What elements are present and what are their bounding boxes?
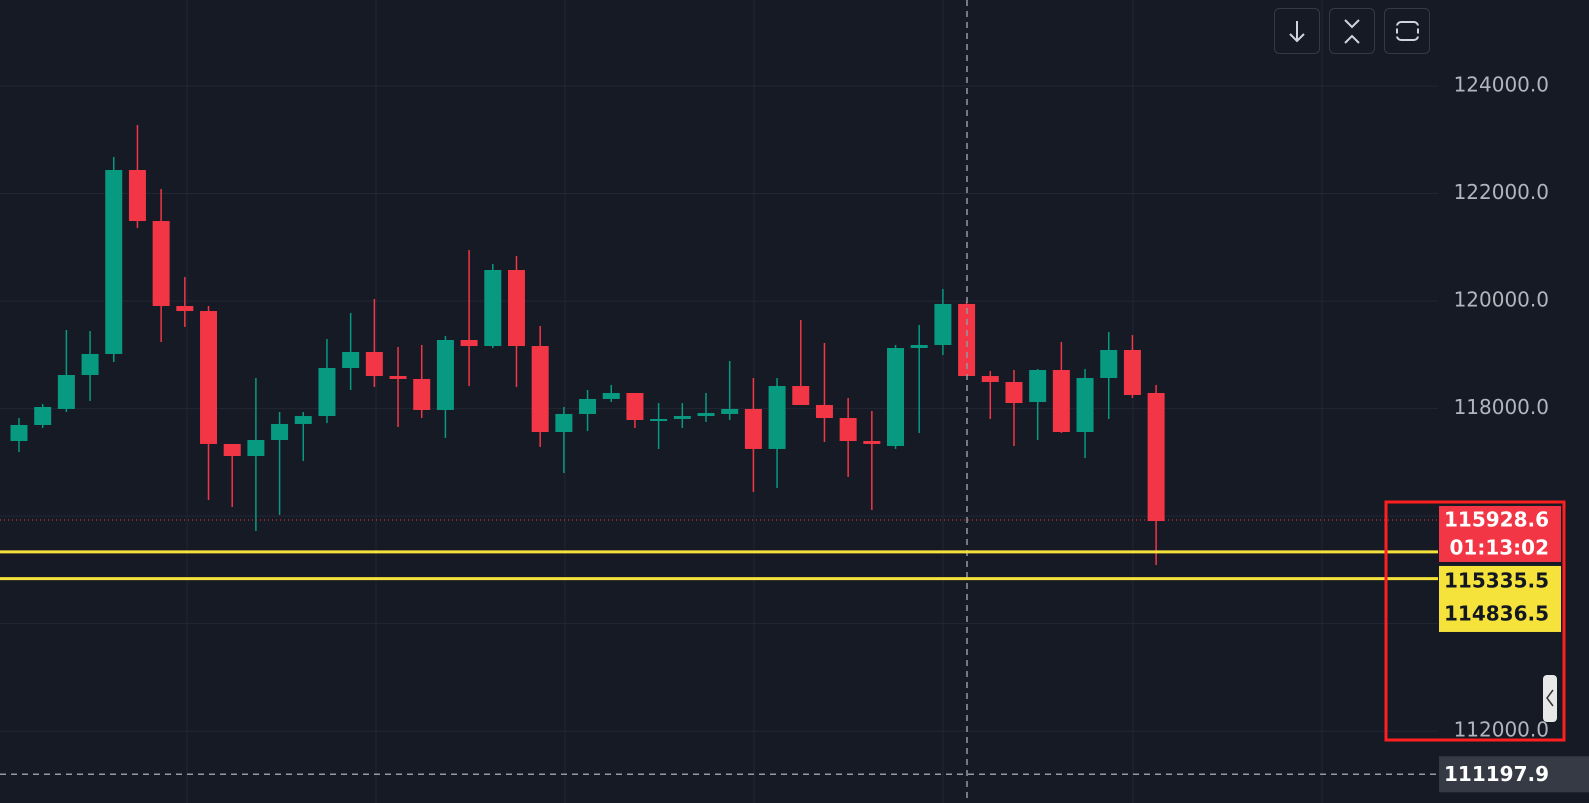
candle-body <box>626 393 644 420</box>
candles <box>10 124 1165 565</box>
candle-body <box>460 339 478 347</box>
candle-body <box>436 339 454 410</box>
price-line-badge <box>1439 565 1561 632</box>
candle-body <box>271 423 289 440</box>
vertical-grid <box>186 0 1323 803</box>
candle-body <box>200 311 218 444</box>
scroll-handle-bar[interactable] <box>1543 675 1557 722</box>
candle-body <box>602 393 620 399</box>
price-line-label: 114836.5 <box>1444 601 1549 625</box>
y-tick-label: 112000.0 <box>1454 718 1549 742</box>
candle-body <box>768 386 786 449</box>
highlight-frame <box>1384 500 1566 742</box>
collapse-icon <box>1344 19 1360 44</box>
collapse-button[interactable] <box>1329 8 1375 54</box>
candle-body <box>934 303 952 345</box>
candle-body <box>697 413 715 417</box>
candle-body <box>744 408 762 449</box>
candle-body <box>152 221 170 307</box>
candle-body <box>247 439 265 457</box>
candle-body <box>1147 393 1165 522</box>
candle-body <box>128 169 146 222</box>
candle-body <box>981 376 999 382</box>
y-tick-label: 118000.0 <box>1454 395 1549 419</box>
candle-body <box>721 408 739 414</box>
toolbar <box>1274 8 1430 54</box>
candle-body <box>365 351 383 377</box>
scroll-handle[interactable] <box>1543 675 1557 722</box>
candle-body <box>1005 381 1023 404</box>
candle-body <box>555 413 573 432</box>
y-tick-label: 122000.0 <box>1454 180 1549 204</box>
candle-body <box>839 418 857 442</box>
button-frame[interactable] <box>1329 8 1375 54</box>
candle-body <box>81 353 99 375</box>
candle-body <box>105 169 123 354</box>
price-lines <box>0 519 1438 776</box>
candle-body <box>318 368 336 417</box>
candle-body <box>958 303 976 377</box>
fullscreen-button[interactable] <box>1384 8 1430 54</box>
button-frame[interactable] <box>1384 8 1430 54</box>
candle-body <box>815 404 833 419</box>
candle-body <box>57 374 75 409</box>
candle-body <box>650 418 668 422</box>
scroll-handle-icon <box>1546 689 1554 707</box>
candle-body <box>531 346 549 432</box>
price-line-label: 115335.5 <box>1444 568 1549 592</box>
candle-body <box>579 398 597 414</box>
horizontal-grid <box>0 85 1438 732</box>
y-tick-label: 124000.0 <box>1454 73 1549 97</box>
candle-body <box>1123 349 1141 395</box>
candle-body <box>223 443 241 457</box>
candle-body <box>342 351 360 369</box>
last-price-label: 115928.6 <box>1444 507 1549 531</box>
candle-body <box>1076 378 1094 432</box>
candle-body <box>176 306 194 312</box>
candle-body <box>863 441 881 444</box>
fullscreen-icon <box>1396 21 1419 41</box>
crosshair-badge <box>1439 756 1589 793</box>
last-price-badge <box>1439 505 1561 562</box>
scroll-down-button[interactable] <box>1274 8 1320 54</box>
candle-body <box>792 386 810 405</box>
candle-body <box>34 406 52 425</box>
candle-body <box>1029 369 1047 402</box>
price-badges: 115928.6 01:13:02 115335.5 114836.5 111197.9 <box>1439 505 1589 793</box>
candle-body <box>484 269 502 347</box>
countdown-label: 01:13:02 <box>1450 535 1550 559</box>
arrow-down-icon <box>1289 21 1305 43</box>
crosshair-price-label: 111197.9 <box>1444 762 1549 786</box>
candle-body <box>389 376 407 379</box>
candle-body <box>413 378 431 410</box>
candle-body <box>887 348 905 447</box>
candle-body <box>910 344 928 349</box>
fullscreen-icon-gap <box>1393 25 1422 37</box>
candle-body <box>673 416 691 419</box>
candle-body <box>1052 369 1070 432</box>
candle-body <box>1100 349 1118 379</box>
candle-body <box>507 269 525 347</box>
candle-body <box>294 416 312 424</box>
y-tick-label: 120000.0 <box>1454 288 1549 312</box>
candle-body <box>10 424 28 442</box>
